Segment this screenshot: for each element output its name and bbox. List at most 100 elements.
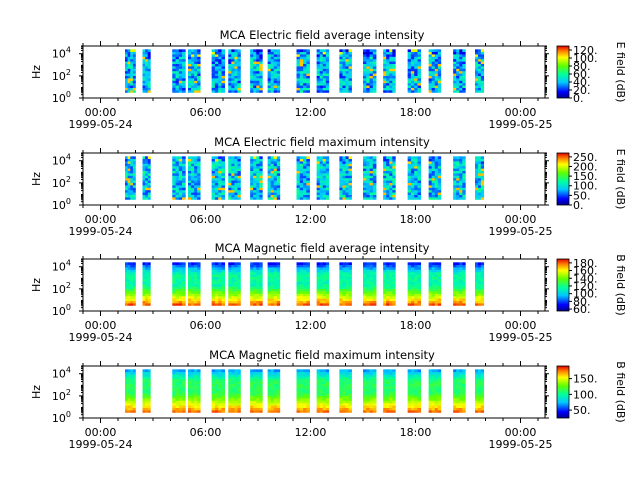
spectrogram-cell: [316, 185, 320, 188]
spectrogram-cell: [459, 303, 463, 306]
spectrogram-cell: [345, 63, 349, 67]
spectrogram-cell: [191, 70, 195, 74]
spectrogram-cell: [276, 276, 281, 280]
spectrogram-cell: [342, 75, 346, 79]
spectrogram-cell: [303, 374, 307, 377]
spectrogram-cell: [345, 262, 349, 266]
spectrogram-cell: [147, 161, 151, 164]
spectrogram-cell: [259, 49, 263, 53]
spectrogram-cell: [462, 75, 466, 79]
spectrogram-cell: [142, 398, 146, 401]
spectrogram-cell: [191, 386, 195, 389]
spectrogram-cell: [342, 49, 346, 53]
spectrogram-cell: [125, 182, 128, 186]
spectrogram-cell: [306, 66, 310, 69]
spectrogram-cell: [218, 279, 222, 282]
spectrogram-cell: [237, 303, 241, 306]
spectrogram-cell: [270, 395, 275, 399]
spectrogram-cell: [172, 369, 176, 373]
spectrogram-cell: [147, 192, 151, 195]
spectrogram-cell: [197, 85, 201, 88]
spectrogram-cell: [417, 197, 422, 200]
spectrogram-cell: [319, 405, 324, 408]
spectrogram-cell: [383, 165, 387, 169]
spectrogram-cell: [175, 49, 180, 53]
spectrogram-cell: [197, 376, 201, 380]
spectrogram-cell: [218, 269, 222, 273]
spectrogram-cell: [339, 185, 343, 188]
spectrogram-cell: [410, 163, 415, 167]
spectrogram-cell: [462, 82, 466, 86]
spectrogram-cell: [372, 271, 377, 275]
spectrogram-cell: [145, 189, 149, 193]
spectrogram-cell: [267, 161, 271, 164]
spectrogram-cell: [459, 68, 463, 72]
spectrogram-cell: [130, 271, 134, 275]
spectrogram-cell: [345, 85, 349, 88]
spectrogram-cell: [303, 70, 307, 74]
spectrogram-cell: [218, 283, 222, 287]
spectrogram-cell: [410, 87, 415, 91]
spectrogram-cell: [456, 293, 460, 297]
spectrogram-cell: [267, 393, 271, 396]
spectrogram-cell: [389, 300, 393, 304]
spectrogram-cell: [234, 68, 238, 72]
spectrogram-cell: [270, 185, 275, 188]
spectrogram-cell: [363, 182, 367, 186]
spectrogram-cell: [414, 264, 418, 268]
spectrogram-cell: [389, 192, 393, 195]
spectrogram-cell: [459, 271, 463, 275]
spectrogram-cell: [145, 264, 149, 268]
spectrogram-cell: [127, 54, 131, 57]
spectrogram-cell: [267, 156, 271, 160]
spectrogram-cell: [462, 298, 466, 301]
spectrogram-cell: [214, 82, 219, 86]
spectrogram-cell: [270, 70, 275, 74]
spectrogram-cell: [480, 49, 485, 53]
spectrogram-cell: [428, 300, 432, 304]
spectrogram-cell: [253, 393, 257, 396]
spectrogram-cell: [322, 194, 327, 198]
spectrogram-cell: [392, 281, 396, 285]
spectrogram-cell: [218, 405, 222, 408]
spectrogram-cell: [431, 286, 436, 289]
spectrogram-cell: [434, 173, 439, 176]
spectrogram-cell: [306, 269, 310, 273]
spectrogram-cell: [339, 383, 343, 387]
spectrogram-cell: [127, 281, 131, 285]
spectrogram-cell: [434, 182, 439, 186]
spectrogram-cell: [178, 405, 183, 408]
spectrogram-cell: [366, 269, 370, 273]
spectrogram-cell: [316, 187, 320, 191]
spectrogram-cell: [147, 378, 151, 382]
spectrogram-cell: [256, 267, 260, 270]
spectrogram-cell: [276, 80, 281, 84]
spectrogram-cell: [392, 78, 396, 81]
spectrogram-cell: [383, 175, 387, 179]
spectrogram-cell: [345, 192, 349, 195]
spectrogram-cell: [127, 61, 131, 64]
spectrogram-cell: [172, 192, 176, 195]
spectrogram-cell: [147, 78, 151, 81]
spectrogram-cell: [276, 381, 281, 384]
spectrogram-cell: [306, 386, 310, 389]
spectrogram-cell: [273, 158, 278, 162]
spectrogram-cell: [462, 163, 466, 167]
spectrogram-cell: [383, 54, 387, 57]
spectrogram-cell: [178, 410, 183, 413]
spectrogram-cell: [296, 85, 301, 88]
spectrogram-cell: [194, 295, 198, 299]
spectrogram-cell: [214, 85, 219, 88]
spectrogram-cell: [342, 197, 346, 200]
spectrogram-cell: [325, 386, 330, 389]
spectrogram-block: [383, 262, 396, 306]
spectrogram-cell: [218, 75, 222, 79]
spectrogram-cell: [456, 49, 460, 53]
spectrogram-cell: [386, 168, 390, 171]
spectrogram-cell: [386, 175, 390, 179]
spectrogram-cell: [250, 161, 254, 164]
spectrogram-cell: [228, 303, 232, 306]
spectrogram-cell: [214, 180, 219, 183]
spectrogram-cell: [369, 68, 374, 72]
spectrogram-cell: [299, 58, 304, 62]
